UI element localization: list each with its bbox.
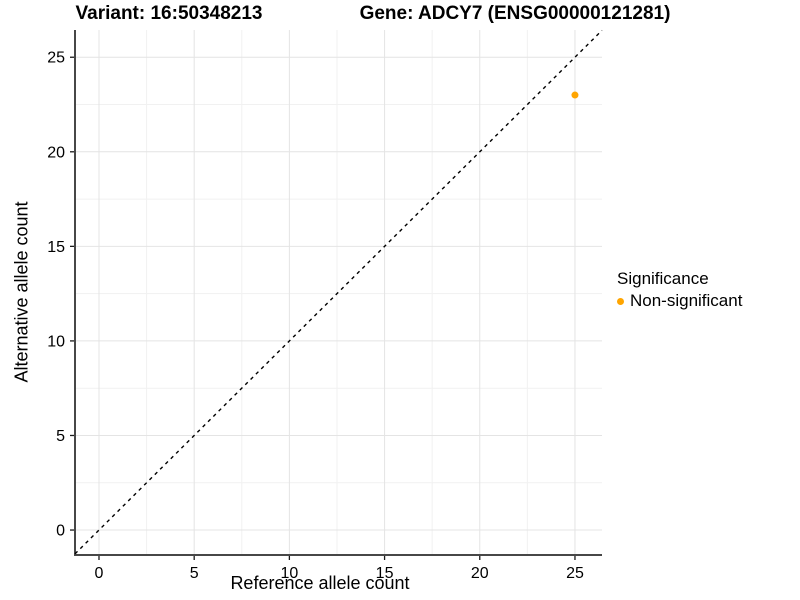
y-axis-title: Alternative allele count bbox=[11, 201, 32, 383]
data-point bbox=[571, 91, 579, 99]
x-tick-label: 20 bbox=[471, 565, 489, 582]
legend-item-non-significant: Non-significant bbox=[617, 291, 742, 311]
y-tick-label: 0 bbox=[56, 523, 65, 540]
x-tick-label: 25 bbox=[566, 565, 584, 582]
x-axis-title: Reference allele count bbox=[230, 573, 410, 593]
gene-title: Gene: ADCY7 (ENSG00000121281) bbox=[359, 3, 671, 24]
identity-reference-line bbox=[74, 29, 603, 555]
y-tick-label: 10 bbox=[47, 333, 65, 350]
x-tick-label: 5 bbox=[190, 565, 199, 582]
legend-item-label: Non-significant bbox=[630, 291, 743, 310]
legend-point-icon bbox=[617, 297, 624, 305]
x-tick-label: 0 bbox=[95, 565, 104, 582]
y-tick-label: 15 bbox=[47, 239, 65, 256]
legend: Significance Non-significant bbox=[617, 269, 742, 311]
x-tick-label: 15 bbox=[376, 565, 394, 582]
x-tick-label: 10 bbox=[280, 565, 298, 582]
y-tick-label: 5 bbox=[56, 428, 65, 445]
variant-title: Variant: 16:50348213 bbox=[75, 3, 263, 24]
legend-title: Significance bbox=[617, 269, 709, 288]
y-tick-label: 20 bbox=[47, 144, 65, 161]
y-tick-label: 25 bbox=[47, 50, 65, 67]
